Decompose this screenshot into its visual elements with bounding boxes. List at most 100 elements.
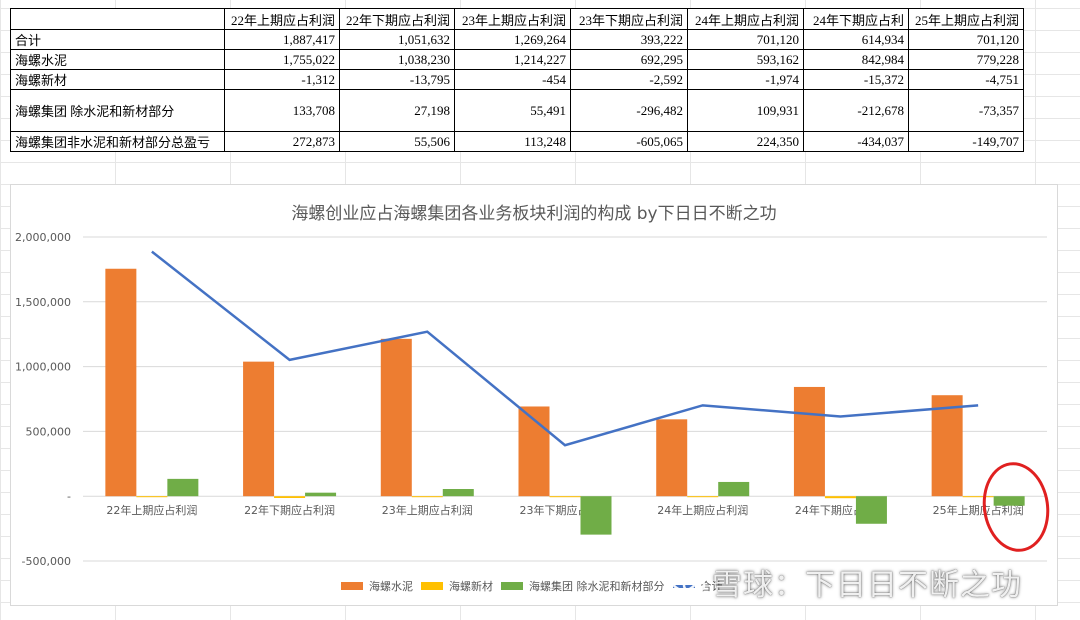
bar-other-segments bbox=[855, 496, 887, 524]
table-cell: 1,269,264 bbox=[454, 29, 571, 50]
x-tick-label: 24年上期应占利润 bbox=[657, 503, 748, 517]
y-tick-label: 2,000,000 bbox=[15, 231, 71, 244]
bar-other-segments bbox=[442, 489, 474, 497]
bar-other-segments bbox=[167, 478, 199, 497]
x-tick-label: 22年上期应占利润 bbox=[106, 503, 197, 517]
bar-new-material bbox=[962, 496, 994, 498]
table-row: 合计 1,887,417 1,051,632 1,269,264 393,222… bbox=[10, 29, 1024, 50]
legend-swatch bbox=[341, 582, 363, 590]
table-cell: 842,984 bbox=[803, 49, 909, 70]
table-cell: -1,312 bbox=[224, 69, 340, 90]
total-line bbox=[151, 250, 979, 447]
watermark: 雪球：下日日不断之功 bbox=[670, 560, 1022, 604]
table-cell: 113,248 bbox=[454, 131, 571, 152]
bar-new-material bbox=[274, 496, 306, 498]
table-cell: 692,295 bbox=[570, 49, 688, 70]
legend-swatch bbox=[501, 582, 523, 590]
wechat-icon bbox=[670, 567, 706, 597]
table-row: 海螺新材 -1,312 -13,795 -454 -2,592 -1,974 -… bbox=[10, 69, 1024, 90]
table-header-cell: 25年上期应占利润 bbox=[908, 8, 1024, 30]
legend-label: 海螺新材 bbox=[449, 580, 493, 593]
bar-other-segments bbox=[580, 496, 612, 535]
table-cell: 27,198 bbox=[339, 89, 455, 132]
table-cell: 614,934 bbox=[803, 29, 909, 50]
table-cell: -4,751 bbox=[908, 69, 1024, 90]
table-cell: -434,037 bbox=[803, 131, 909, 152]
bar-other-segments bbox=[305, 492, 337, 497]
table-cell: -73,357 bbox=[908, 89, 1024, 132]
bar-cement bbox=[931, 395, 963, 497]
table-cell: 393,222 bbox=[570, 29, 688, 50]
bar-cement bbox=[793, 386, 825, 497]
legend-swatch bbox=[421, 582, 443, 590]
table-cell: 109,931 bbox=[687, 89, 804, 132]
table-cell: -605,065 bbox=[570, 131, 688, 152]
table-cell: 1,038,230 bbox=[339, 49, 455, 70]
bar-cement bbox=[518, 406, 550, 497]
y-tick-label: -500,000 bbox=[22, 555, 71, 568]
row-label: 海螺水泥 bbox=[10, 49, 225, 70]
table-cell: 272,873 bbox=[224, 131, 340, 152]
table-cell: 1,051,632 bbox=[339, 29, 455, 50]
table-header-row: 22年上期应占利润 22年下期应占利润 23年上期应占利润 23年下期应占利润 … bbox=[10, 8, 1024, 30]
table-cell: 701,120 bbox=[908, 29, 1024, 50]
y-tick-label: 500,000 bbox=[26, 425, 72, 438]
table-row: 海螺集团 除水泥和新材部分 133,708 27,198 55,491 -296… bbox=[10, 89, 1024, 132]
table-cell: -1,974 bbox=[687, 69, 804, 90]
bar-cement bbox=[105, 268, 137, 497]
row-label: 海螺新材 bbox=[10, 69, 225, 90]
chart-title: 海螺创业应占海螺集团各业务板块利润的构成 by下日日不断之功 bbox=[291, 204, 777, 224]
table-header-cell: 22年下期应占利润 bbox=[339, 8, 455, 30]
table-cell: 701,120 bbox=[687, 29, 804, 50]
table-cell: 1,887,417 bbox=[224, 29, 340, 50]
row-label: 海螺集团 除水泥和新材部分 bbox=[10, 89, 225, 132]
table-cell: -296,482 bbox=[570, 89, 688, 132]
table-cell: 593,162 bbox=[687, 49, 804, 70]
bar-cement bbox=[243, 361, 275, 497]
legend-label: 海螺集团 除水泥和新材部分 bbox=[529, 580, 665, 593]
table-header-cell: 24年下期应占利 bbox=[803, 8, 909, 30]
legend-label: 海螺水泥 bbox=[369, 580, 413, 593]
table-cell: -13,795 bbox=[339, 69, 455, 90]
bar-new-material bbox=[136, 496, 168, 498]
bar-other-segments bbox=[718, 481, 750, 497]
table-cell: 779,228 bbox=[908, 49, 1024, 70]
y-tick-label: 1,000,000 bbox=[15, 361, 71, 374]
table-row: 海螺集团非水泥和新材部分总盈亏 272,873 55,506 113,248 -… bbox=[10, 131, 1024, 152]
y-tick-label: - bbox=[67, 490, 71, 503]
bar-new-material bbox=[549, 496, 581, 498]
legend-item: 海螺集团 除水泥和新材部分 bbox=[501, 578, 665, 594]
table-cell: 1,214,227 bbox=[454, 49, 571, 70]
profit-table: 22年上期应占利润 22年下期应占利润 23年上期应占利润 23年下期应占利润 … bbox=[10, 8, 1024, 152]
bar-other-segments bbox=[993, 496, 1025, 506]
legend-item: 海螺新材 bbox=[421, 578, 493, 594]
table-header-cell bbox=[10, 8, 225, 30]
bar-new-material bbox=[411, 496, 443, 498]
bar-new-material bbox=[824, 496, 856, 499]
row-label: 海螺集团非水泥和新材部分总盈亏 bbox=[10, 131, 225, 152]
chart-card[interactable]: 海螺创业应占海螺集团各业务板块利润的构成 by下日日不断之功 2,000,000… bbox=[10, 184, 1058, 606]
chart-legend: 海螺水泥 海螺新材 海螺集团 除水泥和新材部分 合计 bbox=[341, 577, 723, 595]
table-cell: -212,678 bbox=[803, 89, 909, 132]
table-cell: 133,708 bbox=[224, 89, 340, 132]
table-cell: 224,350 bbox=[687, 131, 804, 152]
table-cell: 55,506 bbox=[339, 131, 455, 152]
table-header-cell: 23年下期应占利润 bbox=[570, 8, 688, 30]
row-label: 合计 bbox=[10, 29, 225, 50]
table-cell: -454 bbox=[454, 69, 571, 90]
table-cell: -15,372 bbox=[803, 69, 909, 90]
table-cell: 1,755,022 bbox=[224, 49, 340, 70]
x-tick-label: 23年上期应占利润 bbox=[382, 503, 473, 517]
bar-cement bbox=[656, 419, 688, 497]
table-header-cell: 22年上期应占利润 bbox=[224, 8, 340, 30]
legend-item: 海螺水泥 bbox=[341, 578, 413, 594]
legend-label: 合计 bbox=[700, 580, 723, 593]
table-header-cell: 23年上期应占利润 bbox=[454, 8, 571, 30]
chart-plot: 2,000,000 1,500,000 1,000,000 500,000 - -500,… bbox=[15, 231, 1047, 568]
x-tick-label: 25年上期应占利润 bbox=[933, 503, 1024, 517]
table-cell: -149,707 bbox=[908, 131, 1024, 152]
table-header-cell: 24年上期应占利润 bbox=[687, 8, 804, 30]
x-tick-label: 22年下期应占利润 bbox=[244, 503, 335, 517]
y-tick-label: 1,500,000 bbox=[15, 296, 71, 309]
table-row: 海螺水泥 1,755,022 1,038,230 1,214,227 692,2… bbox=[10, 49, 1024, 70]
